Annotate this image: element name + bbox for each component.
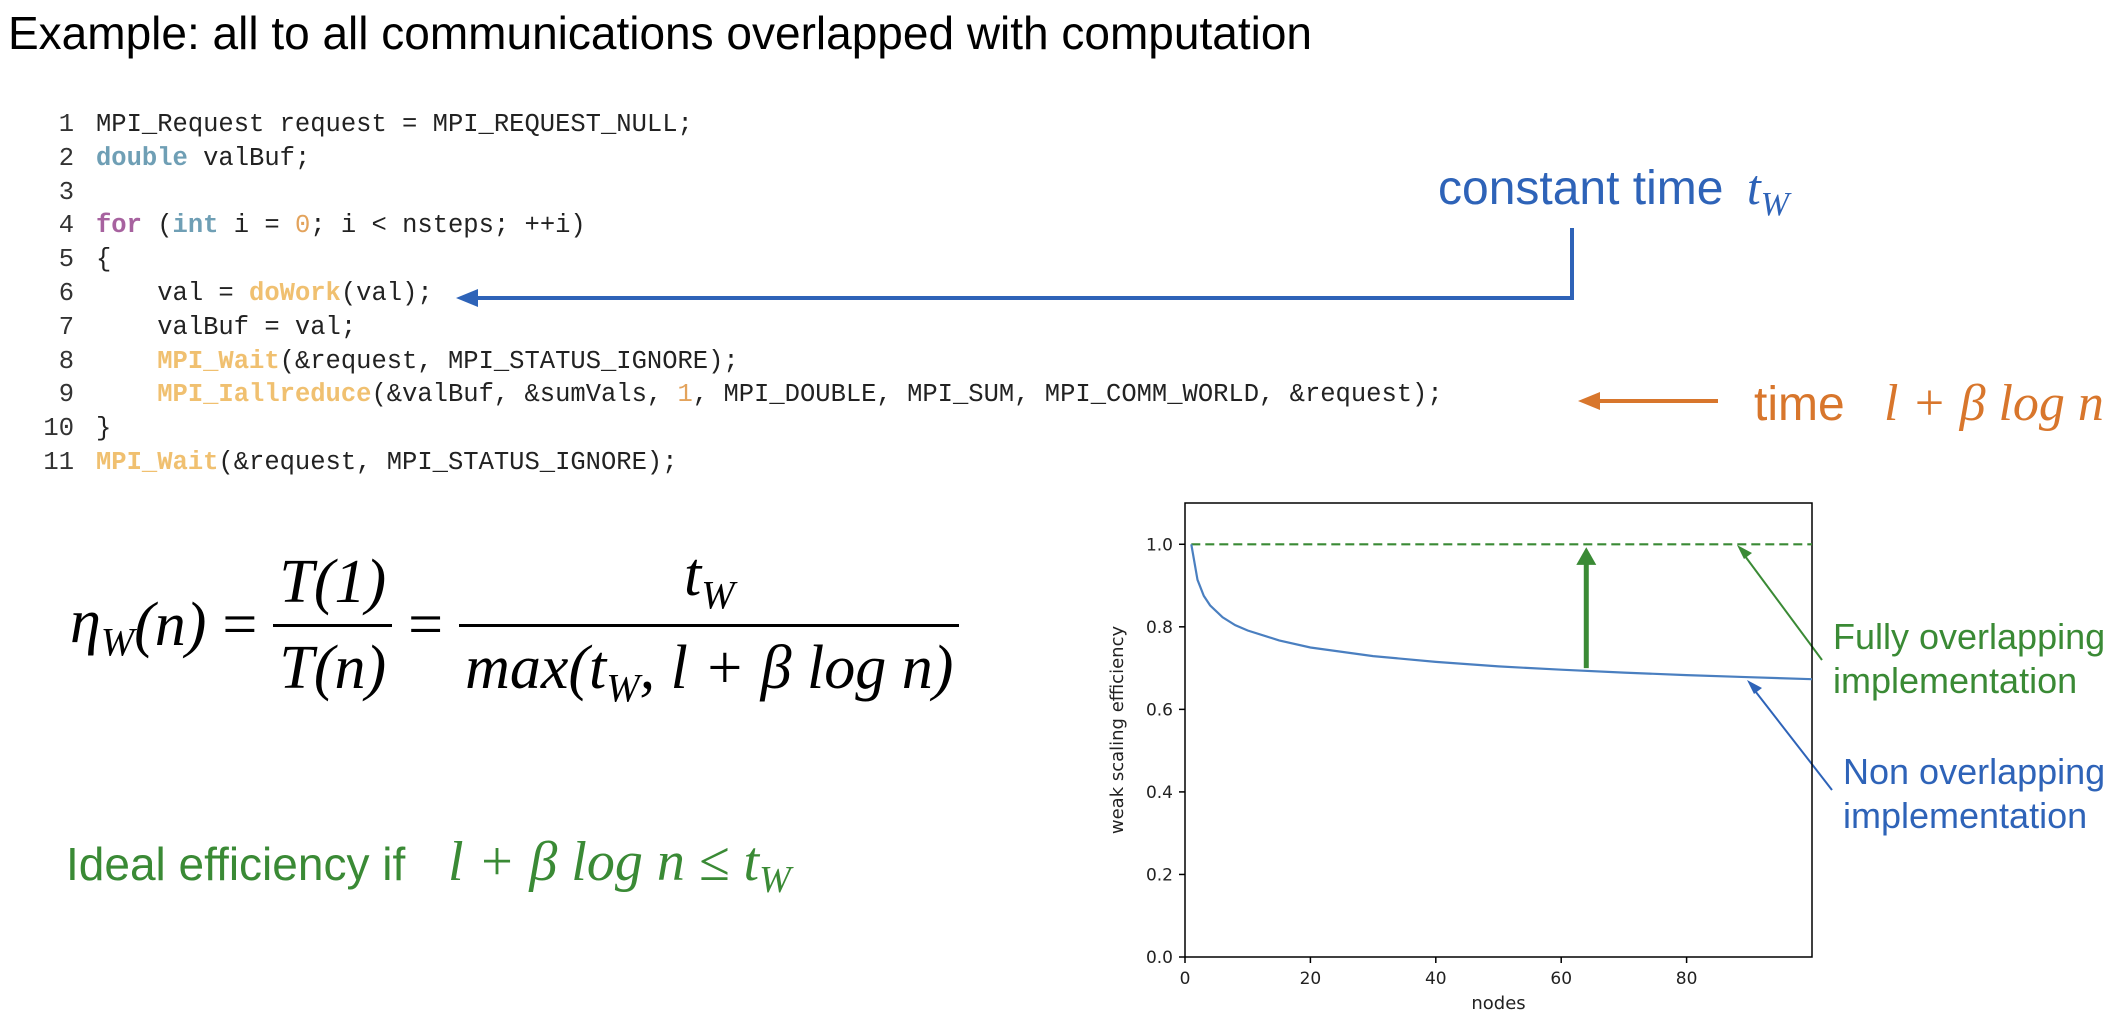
leader-line-fully-overlapping: [1741, 551, 1823, 661]
y-tick-label: 0.8: [1146, 618, 1173, 638]
comm-time-label: time l + β log n: [1754, 375, 2104, 432]
code-line: 9 MPI_Iallreduce(&valBuf, &sumVals, 1, M…: [30, 378, 1443, 412]
code-token: MPI_Iallreduce: [157, 380, 372, 410]
y-tick-label: 0.4: [1146, 783, 1173, 803]
y-tick-label: 1.0: [1146, 535, 1173, 555]
leader-line-non-overlapping: [1751, 686, 1833, 791]
code-token: ; i < nsteps; ++i): [310, 211, 586, 241]
code-line: 1 MPI_Request request = MPI_REQUEST_NULL;: [30, 108, 1443, 142]
code-token: MPI_Request request = MPI_REQUEST_NULL;: [96, 110, 693, 139]
code-token: for: [96, 211, 142, 241]
line-number: 5: [58, 245, 74, 275]
comm-time-formula: l + β log n: [1884, 375, 2104, 432]
x-tick-label: 0: [1180, 969, 1191, 989]
code-token: doWork: [249, 278, 341, 308]
series-line-non-overlapping: [1190, 544, 1813, 681]
constant-time-arrow: [470, 228, 1574, 300]
code-line: 5{: [30, 243, 1443, 277]
line-number: 2: [58, 143, 74, 173]
constant-time-label: constant time tW: [1438, 159, 1790, 223]
code-line: 2 double valBuf;: [30, 142, 1443, 176]
comm-time-arrowhead: [1578, 392, 1600, 410]
x-tick-label: 40: [1425, 969, 1447, 989]
gap-arrowhead: [1576, 547, 1597, 565]
code-token: (&request, MPI_STATUS_IGNORE);: [279, 346, 739, 376]
code-token: valBuf;: [187, 143, 311, 173]
efficiency-chart: 0.0 0.2 0.4 0.6 0.8 1.0 0 20 40 60 80 nodes weak sca…: [1107, 502, 1813, 1014]
efficiency-equation: ηW (n) = T(1) T(n) = tW max(tW, l + β log…: [70, 540, 960, 712]
y-tick-label: 0.6: [1146, 700, 1173, 720]
title-bold: Example: [8, 7, 187, 59]
y-axis-label: weak scaling efficiency: [1107, 626, 1128, 835]
line-number: 8: [58, 346, 74, 376]
line-number: 10: [43, 414, 74, 444]
code-token: val =: [96, 278, 250, 308]
code-line: 10}: [30, 412, 1443, 446]
x-tick-label: 20: [1300, 969, 1322, 989]
title-rest: : all to all communications overlapped w…: [186, 7, 1312, 59]
line-number: 7: [58, 312, 74, 342]
y-tick-label: 0.2: [1146, 865, 1173, 885]
code-token: int: [172, 211, 219, 241]
x-tick-label: 60: [1550, 969, 1572, 989]
eta-lhs: ηW: [70, 587, 135, 665]
line-number: 9: [58, 380, 74, 410]
code-token: valBuf = val;: [96, 312, 357, 342]
code-token: 0: [294, 211, 311, 241]
line-number: 1: [58, 110, 74, 139]
code-listing: 1 MPI_Request request = MPI_REQUEST_NULL;…: [30, 108, 1443, 480]
leader-arrowhead-non-overlapping: [1747, 680, 1762, 694]
code-token: (val);: [340, 278, 433, 308]
code-token: MPI_Wait: [157, 346, 280, 376]
code-token: }: [96, 414, 112, 444]
code-line: 4 for (int i = 0; i < nsteps; ++i): [30, 209, 1443, 243]
code-line: 11 MPI_Wait(&request, MPI_STATUS_IGNORE);: [30, 446, 1443, 480]
plot-frame: [1184, 502, 1813, 958]
code-token: 1: [677, 380, 693, 410]
code-line: 3: [30, 176, 1443, 210]
tw-symbol: tW: [1746, 159, 1790, 223]
x-tick-label: 80: [1676, 969, 1698, 989]
constant-time-arrowhead: [456, 289, 478, 307]
code-line: 6 val = doWork(val);: [30, 277, 1443, 311]
y-tick-label: 0.0: [1146, 948, 1173, 968]
line-number: 11: [43, 447, 74, 477]
code-line: 8 MPI_Wait(&request, MPI_STATUS_IGNORE);: [30, 345, 1443, 379]
code-token: (&valBuf, &sumVals,: [371, 380, 678, 410]
code-line: 7 valBuf = val;: [30, 311, 1443, 345]
x-axis-label: nodes: [1471, 993, 1525, 1014]
code-token: double: [96, 143, 188, 173]
ideal-efficiency-condition: Ideal efficiency if l + β log n ≤ tW: [66, 831, 791, 902]
label-non-overlapping: Non overlapping implementation: [1843, 751, 2106, 836]
fraction-tw-max: tW max(tW, l + β log n): [459, 540, 960, 712]
code-token: (&request, MPI_STATUS_IGNORE);: [218, 447, 678, 477]
line-number: 4: [58, 211, 74, 241]
code-token: , MPI_DOUBLE, MPI_SUM, MPI_COMM_WORLD, &…: [692, 380, 1443, 410]
leader-arrowhead-fully-overlapping: [1737, 545, 1752, 559]
slide-title: Example: all to all communications overl…: [8, 6, 1312, 61]
code-token: (: [141, 211, 173, 241]
line-number: 3: [58, 177, 74, 207]
label-fully-overlapping: Fully overlapping implementation: [1833, 616, 2106, 701]
line-number: 6: [58, 278, 74, 308]
fraction-t1-tn: T(1) T(n): [273, 547, 393, 704]
code-token: i =: [218, 211, 295, 241]
code-token: {: [96, 245, 112, 275]
code-token: MPI_Wait: [96, 447, 219, 477]
ideal-formula: l + β log n ≤ tW: [448, 831, 791, 902]
